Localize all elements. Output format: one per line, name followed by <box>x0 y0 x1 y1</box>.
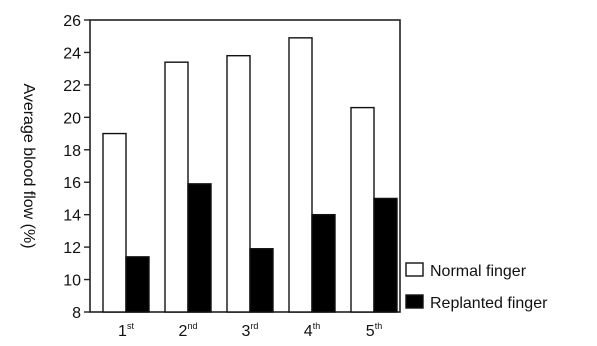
y-tick-label: 8 <box>72 305 81 322</box>
bar-normal-finger <box>102 132 127 313</box>
bar-replanted-finger <box>187 183 212 313</box>
bar-normal-finger <box>288 37 313 313</box>
y-tick-label: 12 <box>63 240 81 257</box>
x-tick-label: 3rd <box>242 321 259 340</box>
y-tick-label: 10 <box>63 273 81 290</box>
x-tick-label: 2nd <box>179 321 198 340</box>
y-axis-label: Average blood flow (%) <box>20 83 37 248</box>
legend-swatch-normal <box>405 262 424 277</box>
y-tick-label: 22 <box>63 78 81 95</box>
bar-replanted-finger <box>125 256 150 313</box>
y-tick-label: 14 <box>63 208 81 225</box>
y-tick-label: 16 <box>63 175 81 192</box>
bar-normal-finger <box>164 61 189 313</box>
bar-normal-finger <box>350 106 375 313</box>
legend-swatch-replanted <box>405 294 424 309</box>
bar-normal-finger <box>226 54 251 313</box>
x-tick-label: 1st <box>118 321 134 340</box>
x-tick-label: 4th <box>304 321 320 340</box>
y-tick-label: 20 <box>63 110 81 127</box>
bar-replanted-finger <box>249 248 274 313</box>
legend-label-normal: Normal finger <box>430 263 527 280</box>
bar-replanted-finger <box>373 197 398 313</box>
x-tick-label: 5th <box>366 321 382 340</box>
bar-replanted-finger <box>311 213 336 313</box>
y-tick-label: 18 <box>63 143 81 160</box>
y-tick-label: 26 <box>63 13 81 30</box>
legend-label-replanted: Replanted finger <box>430 295 548 312</box>
y-tick-label: 24 <box>63 45 81 62</box>
